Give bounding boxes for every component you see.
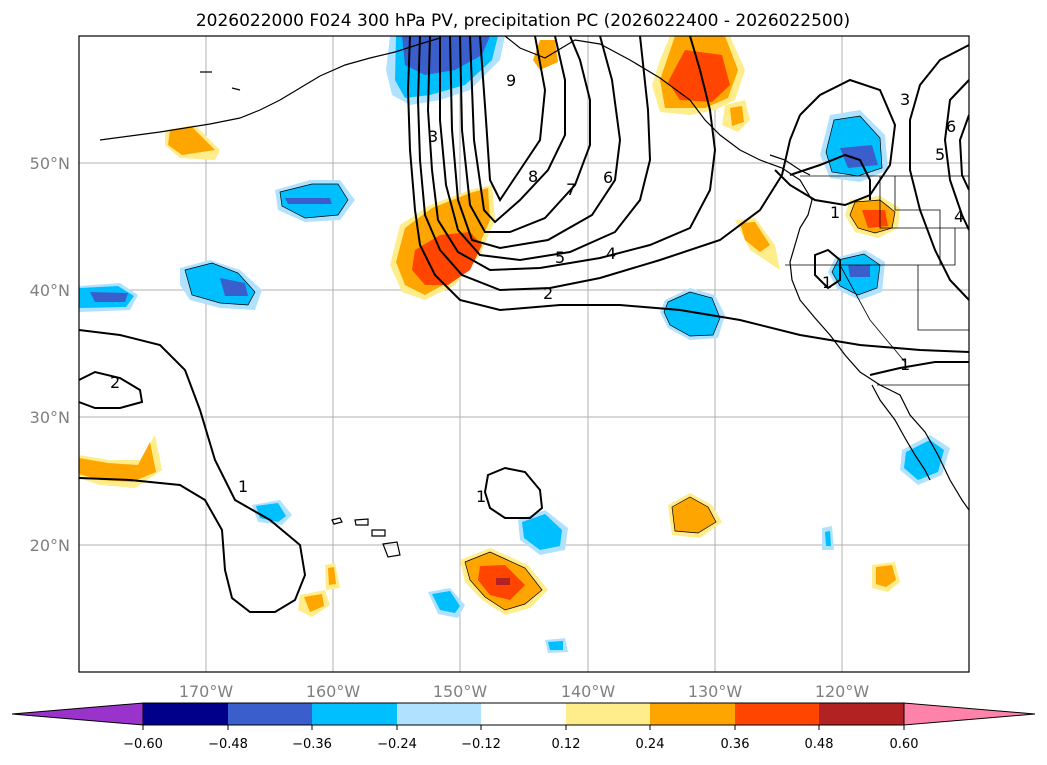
contour-label-3b: 3 bbox=[900, 90, 910, 109]
contour-upper-3 bbox=[426, 36, 717, 272]
contour-label-1d: 1 bbox=[238, 477, 248, 496]
colorbar-segment-8 bbox=[735, 703, 819, 725]
lat-label-30n: 30°N bbox=[30, 408, 70, 427]
border-state-5 bbox=[894, 176, 941, 265]
cb-tick-label-6: 0.12 bbox=[552, 737, 581, 752]
colorbar-segment-7 bbox=[650, 703, 735, 725]
coast-hawaii-3 bbox=[371, 529, 386, 537]
contour-upper-2 bbox=[416, 36, 801, 292]
contour-label-1b: 1 bbox=[822, 273, 832, 292]
coastlines bbox=[99, 36, 969, 558]
contour-label-7: 7 bbox=[566, 180, 576, 199]
contour-label-8: 8 bbox=[528, 167, 538, 186]
contour-label-1e: 1 bbox=[476, 487, 486, 506]
lat-label-50n: 50°N bbox=[30, 154, 70, 173]
contour-label-2b: 2 bbox=[110, 373, 120, 392]
cb-tick-label-8: 0.36 bbox=[721, 737, 750, 752]
lon-label-120w: 120°W bbox=[815, 682, 870, 701]
latitude-labels: 50°N 40°N 30°N 20°N bbox=[30, 154, 70, 555]
contour-label-6b: 6 bbox=[946, 117, 956, 136]
contour-label-6: 6 bbox=[603, 168, 613, 187]
colorbar-segment-1 bbox=[143, 703, 228, 725]
lon-label-150w: 150°W bbox=[433, 682, 488, 701]
contour-east-3 bbox=[958, 114, 969, 191]
colorbar-tick-labels: −0.60 −0.48 −0.36 −0.24 −0.12 0.12 0.24 … bbox=[123, 737, 918, 752]
cb-tick-label-10: 0.60 bbox=[890, 737, 919, 752]
coast-hawaii-2 bbox=[354, 518, 369, 526]
contour-label-4b: 4 bbox=[954, 207, 964, 226]
contour-1-east bbox=[814, 248, 841, 290]
contour-label-1c: 1 bbox=[900, 355, 910, 374]
contour-labels: 9 3 8 7 6 5 4 2 3 6 5 4 1 1 1 2 1 1 bbox=[110, 71, 964, 506]
contour-1-small bbox=[483, 466, 544, 519]
colorbar-extend-right bbox=[903, 702, 1036, 726]
lon-label-160w: 160°W bbox=[306, 682, 361, 701]
contour-label-2a: 2 bbox=[543, 284, 553, 303]
colorbar-frame bbox=[142, 702, 905, 726]
contour-label-5b: 5 bbox=[935, 145, 945, 164]
lon-label-130w: 130°W bbox=[688, 682, 743, 701]
contour-label-9: 9 bbox=[506, 71, 516, 90]
lon-label-140w: 140°W bbox=[561, 682, 616, 701]
colorbar-ticks bbox=[142, 725, 905, 730]
lat-label-40n: 40°N bbox=[30, 281, 70, 300]
colorbar-segment-6 bbox=[566, 703, 650, 725]
cb-tick-label-2: −0.48 bbox=[208, 737, 248, 752]
contour-east-1 bbox=[909, 44, 969, 301]
border-state-1 bbox=[879, 176, 969, 229]
contour-2-west bbox=[79, 329, 307, 613]
contour-east-5 bbox=[789, 153, 871, 200]
map-area: 9 3 8 7 6 5 4 2 3 6 5 4 1 1 1 2 1 1 bbox=[79, 36, 969, 672]
coast-vancouver bbox=[769, 154, 811, 176]
colorbar-extend-left bbox=[11, 702, 144, 726]
contour-east-4 bbox=[774, 78, 897, 207]
contour-label-1a: 1 bbox=[830, 203, 840, 222]
contour-upper-8 bbox=[479, 36, 547, 202]
cb-tick-label-7: 0.24 bbox=[636, 737, 665, 752]
coast-baja bbox=[871, 384, 931, 481]
cb-tick-label-1: −0.60 bbox=[123, 737, 163, 752]
cb-tick-label-5: −0.12 bbox=[461, 737, 501, 752]
border-state-3 bbox=[917, 265, 969, 331]
contour-upper-5 bbox=[449, 36, 622, 250]
contour-east-2 bbox=[943, 79, 969, 231]
contour-2-small bbox=[79, 370, 144, 409]
colorbar-segment-9 bbox=[819, 703, 904, 725]
lon-label-170w: 170°W bbox=[179, 682, 234, 701]
lat-label-20n: 20°N bbox=[30, 536, 70, 555]
map-frame bbox=[78, 35, 970, 673]
cb-tick-label-3: −0.36 bbox=[292, 737, 332, 752]
colorbar: −0.60 −0.48 −0.36 −0.24 −0.12 0.12 0.24 … bbox=[11, 702, 1036, 752]
contour-upper-4 bbox=[439, 36, 652, 262]
contour-1-coast bbox=[869, 361, 969, 376]
colorbar-segment-5 bbox=[481, 703, 566, 725]
coast-hawaii-4 bbox=[382, 541, 401, 558]
border-state-2 bbox=[785, 228, 956, 266]
cb-tick-label-4: −0.24 bbox=[377, 737, 417, 752]
contour-label-5: 5 bbox=[555, 248, 565, 267]
contour-label-4: 4 bbox=[606, 244, 616, 263]
longitude-labels: 170°W 160°W 150°W 140°W 130°W 120°W bbox=[179, 682, 870, 701]
precip-shading bbox=[79, 36, 950, 653]
pv-contours bbox=[79, 36, 969, 613]
colorbar-segment-2 bbox=[228, 703, 312, 725]
contour-upper-1 bbox=[406, 36, 969, 353]
coast-aleutians bbox=[99, 37, 441, 141]
coast-hawaii-1 bbox=[331, 517, 343, 525]
coast-alaska-gulf bbox=[504, 36, 969, 511]
contour-upper-6 bbox=[459, 36, 591, 233]
cb-tick-label-9: 0.48 bbox=[805, 737, 834, 752]
plot-title: 2026022000 F024 300 hPa PV, precipitatio… bbox=[196, 11, 850, 31]
contour-label-3a: 3 bbox=[428, 127, 438, 146]
colorbar-segment-4 bbox=[397, 703, 481, 725]
precip-outlines bbox=[184, 115, 896, 611]
colorbar-segment-3 bbox=[312, 703, 397, 725]
contour-upper-7 bbox=[469, 36, 566, 224]
